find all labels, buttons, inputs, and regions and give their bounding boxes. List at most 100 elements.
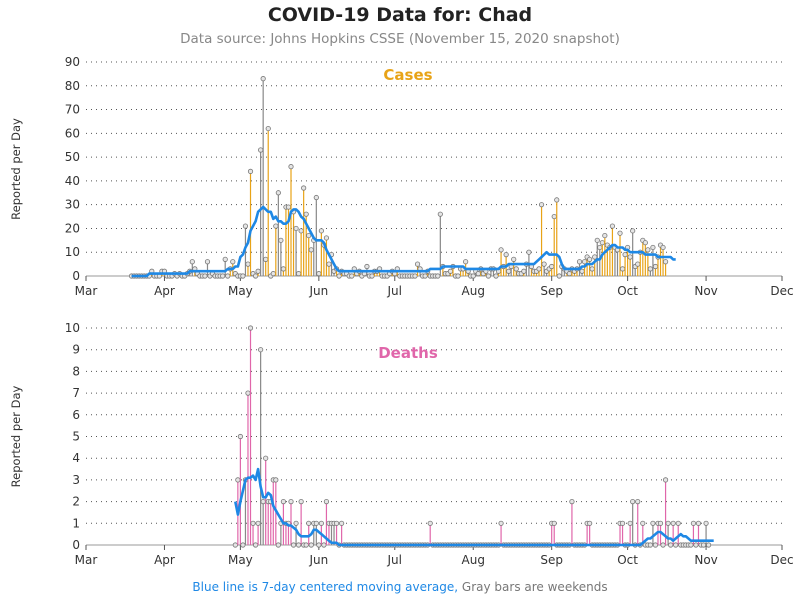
data-point	[437, 211, 443, 217]
x-tick-label: May	[228, 553, 253, 567]
data-point	[290, 542, 297, 548]
y-tick-label: 1	[72, 516, 80, 530]
data-point	[280, 498, 287, 505]
data-point	[232, 542, 238, 548]
data-point	[247, 325, 254, 331]
data-point	[301, 185, 307, 191]
data-point	[551, 213, 557, 220]
data-point	[630, 228, 636, 234]
y-tick-label: 6	[72, 408, 80, 422]
data-point	[642, 240, 648, 246]
data-point	[222, 256, 228, 262]
data-point	[513, 266, 519, 272]
data-point	[313, 520, 319, 526]
data-point	[273, 223, 279, 229]
x-tick-label: Sep	[540, 284, 563, 298]
data-point	[258, 147, 264, 153]
data-point	[278, 237, 284, 243]
data-point	[245, 261, 251, 267]
moving-average-line	[131, 205, 676, 278]
data-point	[551, 520, 557, 526]
data-point	[670, 520, 676, 526]
data-point	[617, 230, 623, 236]
data-point	[242, 223, 249, 229]
data-point	[313, 194, 319, 201]
data-point	[652, 542, 659, 548]
panel-title: Deaths	[378, 344, 438, 362]
data-point	[647, 542, 653, 548]
data-point	[422, 273, 428, 279]
data-point	[668, 542, 674, 548]
data-point	[369, 273, 375, 279]
data-point	[412, 273, 418, 279]
data-point	[602, 232, 608, 239]
data-point	[587, 520, 593, 526]
x-tick-label: Dec	[770, 553, 793, 567]
footer-weekend-note: Gray bars are weekends	[458, 580, 608, 594]
data-point	[619, 520, 626, 526]
data-point	[640, 520, 646, 526]
data-point	[336, 273, 342, 279]
x-tick-label: Jul	[387, 553, 402, 567]
data-point	[293, 520, 299, 526]
data-point	[475, 271, 481, 277]
data-point	[414, 261, 421, 267]
data-point	[556, 273, 562, 279]
data-point	[225, 273, 231, 279]
data-point	[220, 273, 226, 279]
data-point	[285, 204, 292, 210]
data-point	[503, 252, 509, 258]
data-point	[566, 271, 573, 277]
y-tick-label: 7	[72, 386, 80, 400]
x-tick-label: Jul	[387, 284, 402, 298]
data-point	[538, 202, 545, 208]
data-point	[303, 542, 309, 548]
data-point	[675, 520, 681, 526]
data-point	[293, 225, 299, 232]
data-point	[447, 268, 454, 274]
data-point	[333, 520, 340, 526]
y-tick-label: 10	[65, 321, 80, 335]
y-tick-label: 70	[65, 103, 80, 117]
data-point	[247, 168, 254, 174]
data-point	[321, 542, 327, 548]
data-point	[597, 244, 603, 251]
data-point	[298, 228, 304, 234]
data-point	[554, 197, 560, 203]
data-point	[673, 542, 679, 548]
data-point	[275, 190, 281, 196]
data-point	[693, 542, 699, 548]
data-point	[189, 259, 195, 265]
x-tick-label: Jun	[308, 553, 328, 567]
data-point	[660, 244, 666, 251]
data-point	[695, 520, 702, 526]
y-tick-label: 60	[65, 126, 80, 140]
data-point	[493, 273, 499, 279]
x-tick-label: Oct	[617, 284, 638, 298]
x-tick-label: May	[228, 284, 253, 298]
data-point	[665, 520, 671, 526]
data-point	[627, 254, 633, 260]
chart-footer: Blue line is 7-day centered moving avera…	[0, 580, 800, 594]
data-point	[455, 273, 461, 279]
data-point	[690, 520, 697, 526]
data-point	[263, 256, 269, 262]
data-point	[260, 498, 266, 505]
data-point	[536, 266, 542, 272]
data-point	[594, 237, 600, 243]
data-point	[619, 266, 626, 272]
x-tick-label: Dec	[770, 284, 793, 298]
data-point	[316, 271, 322, 277]
y-tick-label: 80	[65, 79, 80, 93]
data-point	[323, 235, 330, 241]
data-point	[706, 542, 712, 548]
x-tick-label: Oct	[617, 553, 638, 567]
data-point	[485, 273, 492, 279]
x-tick-label: Apr	[154, 284, 175, 298]
data-point	[647, 266, 653, 272]
data-point	[318, 228, 324, 234]
data-point	[521, 268, 527, 274]
data-point	[364, 263, 370, 270]
data-point	[240, 542, 246, 548]
